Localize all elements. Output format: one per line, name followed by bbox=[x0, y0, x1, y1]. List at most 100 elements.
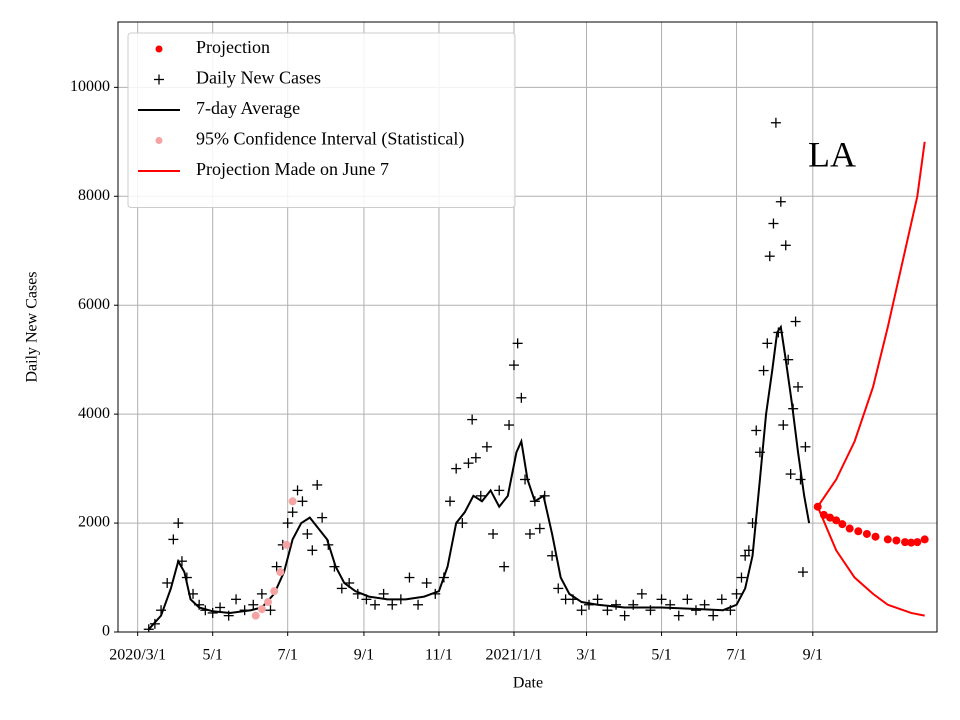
data-point bbox=[907, 538, 916, 547]
x-tick-label: 11/1 bbox=[425, 647, 453, 664]
data-point bbox=[790, 316, 801, 327]
data-point bbox=[413, 599, 424, 610]
annotation: LA bbox=[808, 134, 856, 174]
x-tick-label: 5/1 bbox=[202, 647, 222, 664]
series-line bbox=[816, 141, 926, 508]
data-point bbox=[508, 360, 519, 371]
legend-label: 95% Confidence Interval (Statistical) bbox=[196, 129, 464, 150]
data-point bbox=[758, 365, 769, 376]
data-point bbox=[871, 532, 880, 541]
data-point bbox=[673, 610, 684, 621]
data-point bbox=[270, 587, 279, 596]
data-point bbox=[534, 523, 545, 534]
data-point bbox=[682, 594, 693, 605]
data-point bbox=[215, 602, 226, 613]
legend-swatch bbox=[155, 45, 163, 53]
x-tick-label: 9/1 bbox=[354, 647, 374, 664]
data-point bbox=[656, 594, 667, 605]
y-tick-label: 6000 bbox=[78, 296, 110, 313]
data-point bbox=[592, 594, 603, 605]
data-point bbox=[317, 512, 328, 523]
data-point bbox=[553, 583, 564, 594]
data-point bbox=[287, 507, 298, 518]
data-point bbox=[488, 528, 499, 539]
plot-frame bbox=[117, 21, 938, 633]
data-point bbox=[257, 605, 266, 614]
data-point bbox=[276, 568, 285, 577]
x-tick-label: 5/1 bbox=[651, 647, 671, 664]
data-point bbox=[387, 599, 398, 610]
data-point bbox=[282, 518, 293, 529]
data-point bbox=[736, 572, 747, 583]
data-point bbox=[785, 469, 796, 480]
x-tick-label: 7/1 bbox=[277, 647, 297, 664]
data-point bbox=[504, 420, 515, 431]
data-point bbox=[421, 577, 432, 588]
x-tick-label: 3/1 bbox=[576, 647, 596, 664]
data-point bbox=[378, 588, 389, 599]
legend-label: Projection bbox=[196, 37, 270, 57]
y-tick-label: 0 bbox=[102, 623, 110, 640]
x-tick-label: 2020/3/1 bbox=[109, 647, 166, 664]
x-tick-label: 2021/1/1 bbox=[486, 647, 543, 664]
data-point bbox=[162, 577, 173, 588]
data-point bbox=[920, 535, 929, 544]
legend-label: Projection Made on June 7 bbox=[196, 159, 389, 179]
data-point bbox=[883, 535, 892, 544]
data-point bbox=[793, 381, 804, 392]
data-point bbox=[764, 251, 775, 262]
data-point bbox=[780, 240, 791, 251]
data-point bbox=[297, 496, 308, 507]
legend-swatch bbox=[155, 137, 163, 144]
data-point bbox=[862, 529, 871, 538]
data-point bbox=[901, 538, 910, 547]
y-axis-label: Daily New Cases bbox=[24, 271, 41, 382]
data-point bbox=[832, 516, 841, 525]
y-tick-label: 2000 bbox=[78, 514, 110, 531]
data-point bbox=[512, 338, 523, 349]
data-point bbox=[499, 561, 510, 572]
data-point bbox=[524, 528, 535, 539]
data-point bbox=[154, 74, 164, 85]
data-point bbox=[716, 594, 727, 605]
legend-label: 7-day Average bbox=[196, 98, 300, 118]
data-point bbox=[854, 527, 863, 536]
data-point bbox=[336, 583, 347, 594]
data-point bbox=[256, 588, 267, 599]
data-point bbox=[602, 605, 613, 616]
data-point bbox=[690, 605, 701, 616]
data-point bbox=[467, 414, 478, 425]
data-point bbox=[576, 605, 587, 616]
data-point bbox=[751, 425, 762, 436]
data-point bbox=[168, 534, 179, 545]
x-tick-label: 9/1 bbox=[803, 647, 823, 664]
data-point bbox=[302, 528, 313, 539]
data-point bbox=[775, 196, 786, 207]
data-point bbox=[457, 518, 468, 529]
data-point bbox=[516, 392, 527, 403]
x-tick-label: 7/1 bbox=[726, 647, 746, 664]
data-point bbox=[913, 538, 922, 547]
data-point bbox=[797, 567, 808, 578]
data-point bbox=[762, 338, 773, 349]
x-axis-label: Date bbox=[513, 675, 543, 692]
data-point bbox=[307, 545, 318, 556]
data-point bbox=[494, 485, 505, 496]
data-point bbox=[207, 607, 218, 618]
data-point bbox=[248, 599, 259, 610]
data-point bbox=[892, 536, 901, 545]
series-line bbox=[816, 506, 925, 617]
data-point bbox=[481, 441, 492, 452]
y-tick-label: 8000 bbox=[78, 187, 110, 204]
data-point bbox=[292, 485, 303, 496]
data-point bbox=[838, 520, 847, 529]
data-point bbox=[288, 497, 297, 506]
data-point bbox=[826, 513, 835, 522]
y-tick-label: 10000 bbox=[70, 78, 110, 95]
data-point bbox=[451, 463, 462, 474]
data-point bbox=[800, 441, 811, 452]
data-point bbox=[845, 524, 854, 533]
plot-area bbox=[143, 117, 929, 632]
legend: Projection Daily New Cases 7-day Average 95… bbox=[127, 32, 516, 208]
